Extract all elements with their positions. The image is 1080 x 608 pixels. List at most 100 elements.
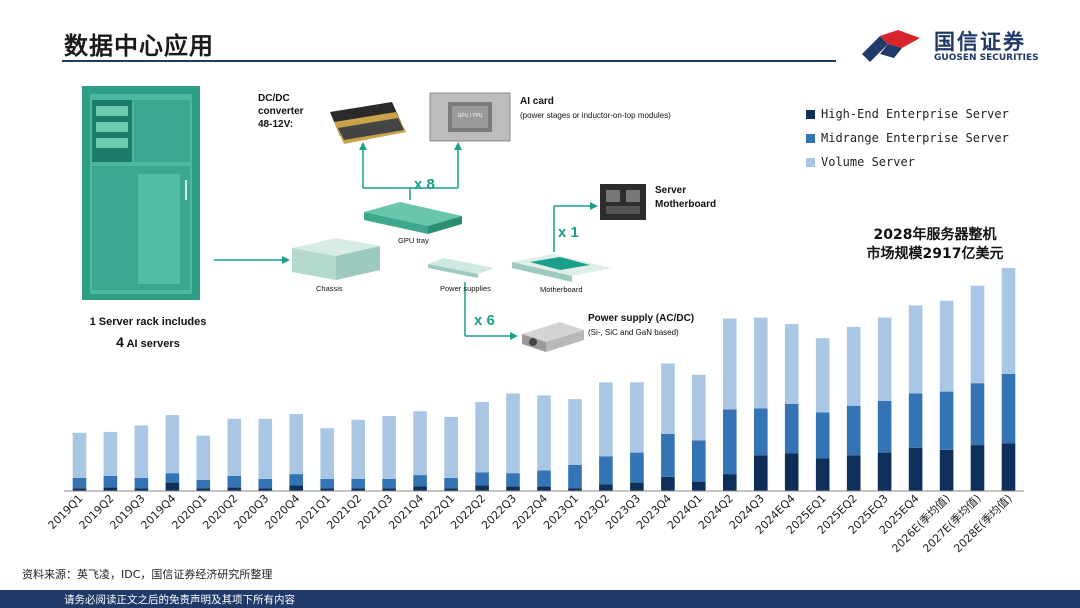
bar-segment-high-end-17 bbox=[599, 484, 613, 491]
server-motherboard-label-line2: Motherboard bbox=[655, 199, 717, 210]
chassis-image bbox=[292, 238, 380, 280]
bar-segment-high-end-22 bbox=[754, 455, 768, 491]
legend-label-high-end: High-End Enterprise Server bbox=[821, 107, 1009, 121]
bar-segment-high-end-27 bbox=[908, 447, 923, 491]
bar-segment-high-end-12 bbox=[444, 488, 458, 491]
psu-image bbox=[522, 322, 584, 352]
dcdc-label-line2: converter bbox=[258, 106, 304, 117]
bar-segment-high-end-29 bbox=[970, 445, 985, 491]
bar-segment-high-end-23 bbox=[784, 453, 799, 491]
bar-segment-midrange-27 bbox=[908, 393, 923, 448]
dcdc-converter-image bbox=[330, 102, 406, 144]
title-divider bbox=[62, 60, 836, 62]
bar-segment-midrange-21 bbox=[723, 409, 737, 475]
gpu-chip-label: GPU / TPU bbox=[457, 113, 483, 119]
bar-segment-volume-13 bbox=[475, 401, 489, 473]
legend-label-volume: Volume Server bbox=[821, 155, 915, 169]
bar-segment-volume-1 bbox=[103, 431, 118, 476]
legend-label-midrange: Midrange Enterprise Server bbox=[821, 131, 1009, 145]
bar-segment-volume-22 bbox=[754, 317, 768, 409]
multiplier-x8: x 8 bbox=[414, 176, 435, 193]
bar-segment-volume-18 bbox=[630, 382, 644, 453]
ai-card-subtitle: (power stages or inductor-on-top modules… bbox=[520, 111, 671, 120]
bar-segment-high-end-26 bbox=[877, 452, 892, 491]
bar-segment-high-end-15 bbox=[537, 486, 551, 491]
dcdc-label-line1: DC/DC bbox=[258, 93, 290, 104]
server-motherboard-label: Server Motherboard bbox=[655, 184, 716, 212]
bar-segment-midrange-2 bbox=[134, 477, 149, 489]
bar-segment-high-end-11 bbox=[413, 486, 427, 491]
psu-title: Power supply (AC/DC) bbox=[588, 313, 695, 324]
server-rack-image bbox=[82, 86, 200, 300]
bar-segment-midrange-3 bbox=[165, 473, 180, 483]
bar-segment-high-end-10 bbox=[382, 488, 396, 491]
bar-segment-midrange-17 bbox=[599, 456, 613, 485]
gpu-tray-label: GPU tray bbox=[398, 236, 429, 245]
bar-segment-volume-23 bbox=[784, 324, 799, 404]
legend-item-high-end: High-End Enterprise Server bbox=[806, 102, 1009, 126]
bar-segment-volume-6 bbox=[258, 418, 273, 479]
market-note-line2: 市场规模2917亿美元 bbox=[866, 246, 1004, 262]
bar-segment-high-end-14 bbox=[506, 486, 520, 491]
bar-segment-volume-15 bbox=[537, 395, 551, 471]
bar-segment-midrange-1 bbox=[103, 476, 118, 488]
bar-segment-midrange-26 bbox=[877, 401, 892, 453]
bar-segment-midrange-0 bbox=[72, 477, 87, 489]
ai-card-image bbox=[429, 92, 511, 142]
bar-segment-midrange-12 bbox=[444, 477, 458, 489]
bar-segment-volume-10 bbox=[382, 416, 396, 479]
bar-segment-midrange-23 bbox=[784, 403, 799, 454]
company-logo: 国信证券 GUOSEN SECURITIES bbox=[858, 24, 1058, 68]
bar-segment-volume-29 bbox=[970, 285, 985, 384]
logo-mark-icon bbox=[862, 30, 920, 62]
server-motherboard-image bbox=[600, 184, 646, 220]
server-motherboard-label-line1: Server bbox=[655, 185, 687, 196]
logo-name-cn: 国信证券 bbox=[934, 30, 1026, 54]
bar-segment-high-end-20 bbox=[692, 481, 706, 491]
legend-item-volume: Volume Server bbox=[806, 150, 1009, 174]
page-title: 数据中心应用 bbox=[64, 32, 214, 60]
bar-segment-volume-27 bbox=[908, 305, 923, 394]
bar-segment-volume-19 bbox=[661, 363, 675, 434]
footer-disclaimer: 请务必阅读正文之后的免责声明及其项下所有内容 bbox=[64, 594, 295, 606]
motherboard-label: Motherboard bbox=[540, 285, 583, 294]
bar-segment-midrange-5 bbox=[227, 476, 242, 488]
rack-caption-line1: 1 Server rack includes bbox=[89, 316, 207, 328]
dcdc-label: DC/DC converter 48-12V: bbox=[258, 92, 304, 131]
bar-segment-high-end-9 bbox=[351, 488, 365, 491]
bar-segment-volume-4 bbox=[196, 435, 211, 480]
bar-segment-midrange-20 bbox=[692, 440, 706, 482]
power-supplies-label: Power supplies bbox=[440, 284, 491, 293]
bar-segment-midrange-4 bbox=[196, 479, 211, 489]
bar-segment-midrange-9 bbox=[351, 478, 365, 489]
bar-segment-high-end-28 bbox=[939, 449, 954, 492]
rack-server-count: 4 bbox=[116, 334, 124, 350]
gpu-tray-image bbox=[364, 202, 462, 234]
logo-name-en: GUOSEN SECURITIES bbox=[934, 53, 1039, 63]
bar-segment-volume-16 bbox=[568, 399, 582, 465]
bar-segment-volume-3 bbox=[165, 415, 180, 474]
bar-segment-high-end-21 bbox=[723, 474, 737, 491]
rack-caption: 1 Server rack includes 4 AI servers bbox=[62, 312, 234, 354]
bar-segment-midrange-13 bbox=[475, 472, 489, 486]
bar-segment-high-end-4 bbox=[196, 488, 211, 491]
bar-segment-midrange-30 bbox=[1001, 373, 1016, 444]
bar-segment-midrange-8 bbox=[320, 478, 334, 489]
bar-segment-high-end-19 bbox=[661, 476, 675, 491]
bar-segment-high-end-2 bbox=[134, 488, 149, 491]
bar-segment-volume-9 bbox=[351, 419, 365, 479]
bar-segment-volume-20 bbox=[692, 374, 706, 441]
bar-segment-volume-26 bbox=[877, 317, 892, 401]
bar-segment-high-end-0 bbox=[72, 488, 87, 491]
bar-segment-high-end-8 bbox=[320, 488, 334, 491]
power-supplies-image bbox=[428, 258, 494, 278]
bar-segment-midrange-25 bbox=[846, 405, 861, 456]
bar-segment-volume-30 bbox=[1001, 267, 1016, 374]
bar-segment-midrange-15 bbox=[537, 470, 551, 487]
bar-segment-midrange-28 bbox=[939, 391, 954, 450]
bar-segment-midrange-10 bbox=[382, 478, 396, 489]
bar-segment-volume-2 bbox=[134, 425, 149, 478]
bar-segment-high-end-3 bbox=[165, 482, 180, 491]
